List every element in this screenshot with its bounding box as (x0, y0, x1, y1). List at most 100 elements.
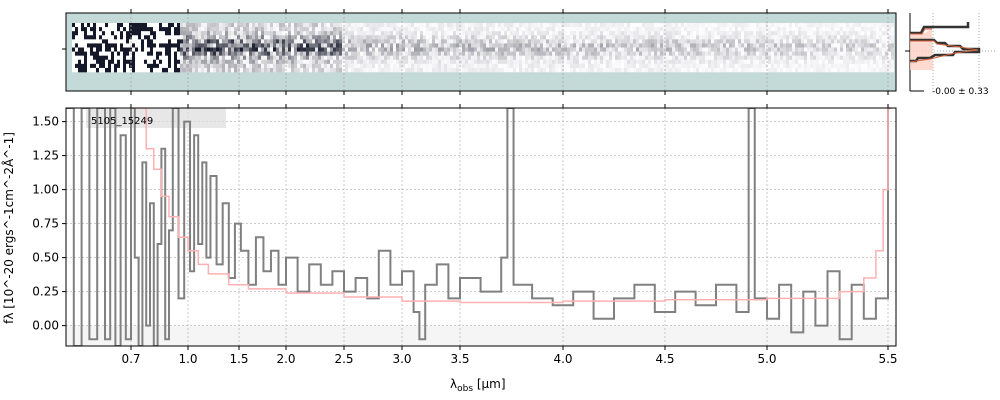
2d-pixel (609, 51, 612, 56)
2d-pixel (219, 55, 222, 61)
2d-pixel (750, 27, 753, 32)
2d-pixel (630, 59, 633, 65)
2d-pixel (138, 59, 141, 65)
2d-pixel (348, 31, 351, 36)
2d-pixel (633, 47, 636, 52)
2d-pixel (639, 27, 642, 32)
2d-pixel (654, 31, 657, 36)
2d-pixel (660, 67, 663, 73)
2d-pixel (756, 31, 759, 36)
2d-pixel (696, 59, 699, 65)
2d-pixel (696, 39, 699, 44)
2d-pixel (81, 59, 84, 65)
2d-pixel (219, 47, 222, 52)
2d-pixel (519, 59, 522, 65)
2d-pixel (378, 35, 381, 40)
2d-pixel (774, 55, 777, 61)
2d-pixel (798, 55, 801, 61)
2d-pixel (291, 63, 294, 69)
2d-pixel (471, 63, 474, 69)
2d-pixel (210, 31, 213, 36)
2d-pixel (99, 59, 102, 65)
2d-pixel (810, 67, 813, 73)
2d-pixel (165, 51, 168, 56)
2d-pixel (93, 67, 96, 73)
2d-pixel (222, 59, 225, 65)
2d-pixel (210, 51, 213, 56)
2d-pixel (357, 59, 360, 65)
2d-pixel (222, 31, 225, 36)
2d-pixel (567, 35, 570, 40)
2d-pixel (768, 27, 771, 32)
2d-pixel (171, 63, 174, 69)
2d-pixel (261, 31, 264, 36)
2d-pixel (417, 43, 420, 48)
2d-pixel (591, 39, 594, 44)
2d-pixel (615, 51, 618, 56)
2d-pixel (489, 43, 492, 48)
2d-pixel (264, 23, 267, 28)
2d-pixel (861, 59, 864, 65)
2d-pixel (75, 51, 78, 56)
2d-pixel (708, 23, 711, 28)
2d-pixel (708, 51, 711, 56)
2d-pixel (141, 35, 144, 40)
2d-pixel (285, 27, 288, 32)
2d-pixel (78, 27, 81, 32)
2d-pixel (723, 23, 726, 28)
2d-pixel (660, 43, 663, 48)
2d-pixel (186, 55, 189, 61)
2d-pixel (393, 51, 396, 56)
2d-pixel (798, 63, 801, 69)
2d-pixel (96, 47, 99, 52)
2d-pixel (399, 51, 402, 56)
2d-pixel (717, 35, 720, 40)
2d-pixel (114, 43, 117, 48)
2d-pixel (552, 51, 555, 56)
2d-pixel (705, 51, 708, 56)
2d-pixel (384, 55, 387, 61)
2d-pixel (156, 39, 159, 44)
2d-pixel (744, 23, 747, 28)
2d-pixel (768, 43, 771, 48)
2d-pixel (876, 39, 879, 44)
2d-pixel (492, 67, 495, 73)
2d-pixel (453, 23, 456, 28)
2d-pixel (93, 55, 96, 61)
2d-pixel (717, 67, 720, 73)
2d-pixel (138, 47, 141, 52)
2d-pixel (849, 67, 852, 73)
2d-pixel (417, 47, 420, 52)
2d-pixel (765, 35, 768, 40)
2d-pixel (282, 35, 285, 40)
2d-pixel (180, 35, 183, 40)
2d-pixel (723, 31, 726, 36)
2d-pixel (378, 67, 381, 73)
2d-pixel (438, 39, 441, 44)
2d-pixel (108, 39, 111, 44)
2d-pixel (195, 67, 198, 73)
2d-pixel (537, 43, 540, 48)
2d-pixel (132, 39, 135, 44)
2d-pixel (567, 63, 570, 69)
2d-pixel (687, 67, 690, 73)
2d-pixel (381, 35, 384, 40)
2d-pixel (129, 31, 132, 36)
2d-pixel (729, 43, 732, 48)
2d-pixel (771, 51, 774, 56)
2d-pixel (699, 31, 702, 36)
2d-pixel (465, 27, 468, 32)
2d-pixel (381, 43, 384, 48)
2d-pixel (579, 27, 582, 32)
2d-pixel (318, 31, 321, 36)
2d-pixel (369, 67, 372, 73)
2d-pixel (618, 27, 621, 32)
2d-pixel (621, 67, 624, 73)
2d-pixel (108, 63, 111, 69)
2d-pixel (324, 27, 327, 32)
2d-pixel (822, 23, 825, 28)
2d-pixel (633, 55, 636, 61)
2d-pixel (459, 35, 462, 40)
2d-pixel (603, 59, 606, 65)
2d-pixel (492, 39, 495, 44)
